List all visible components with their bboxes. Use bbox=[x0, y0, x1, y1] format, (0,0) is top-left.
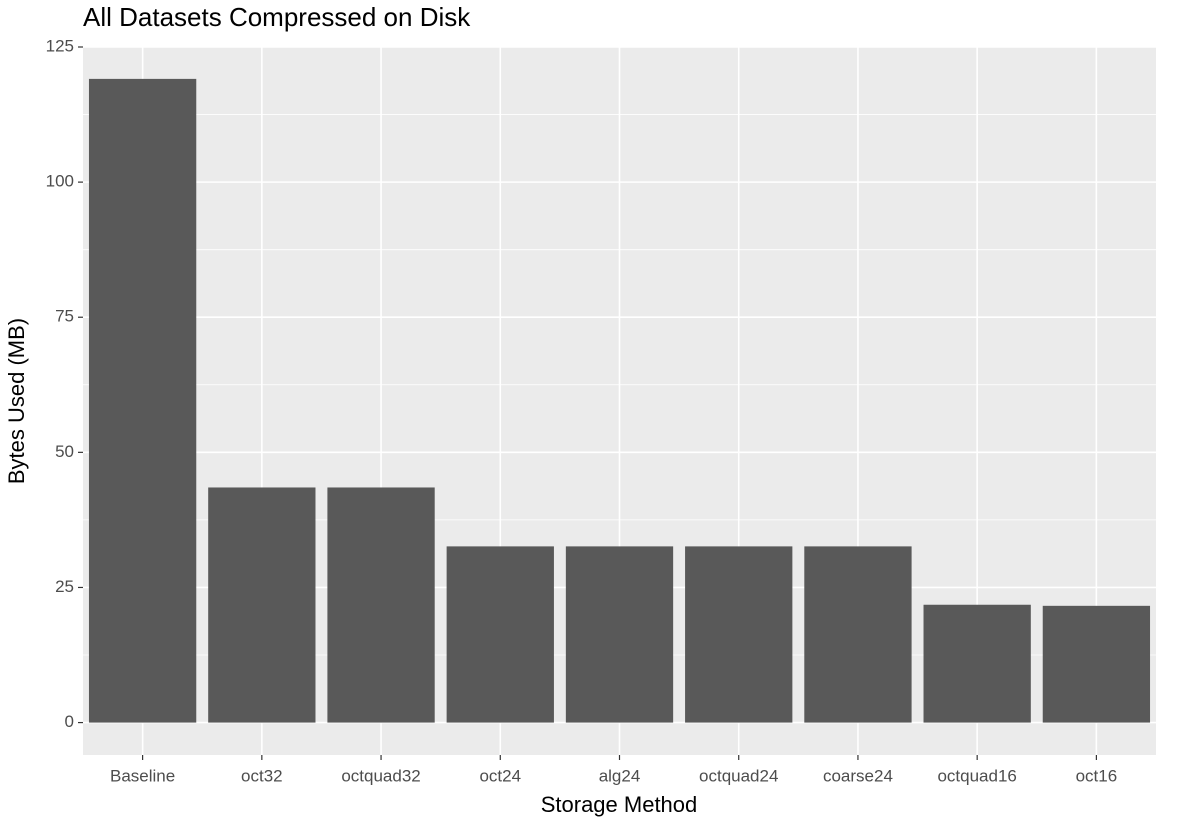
x-tick-label: octquad24 bbox=[699, 766, 778, 785]
x-tick-label: oct32 bbox=[241, 766, 283, 785]
y-tick-label: 25 bbox=[55, 577, 74, 596]
bar bbox=[1042, 605, 1151, 723]
y-tick-label: 100 bbox=[46, 172, 74, 191]
x-tick-label: octquad32 bbox=[341, 766, 420, 785]
y-tick-label: 0 bbox=[65, 712, 74, 731]
bar bbox=[446, 546, 554, 723]
chart-title: All Datasets Compressed on Disk bbox=[83, 2, 471, 32]
bar bbox=[208, 487, 316, 723]
x-tick-label: oct16 bbox=[1076, 766, 1118, 785]
x-tick-label: Baseline bbox=[110, 766, 175, 785]
x-axis-title: Storage Method bbox=[541, 792, 698, 817]
bar bbox=[685, 546, 793, 723]
bar bbox=[804, 546, 912, 723]
y-tick-label: 75 bbox=[55, 307, 74, 326]
x-tick-label: octquad16 bbox=[937, 766, 1016, 785]
bar bbox=[923, 604, 1031, 723]
x-tick-label: coarse24 bbox=[823, 766, 893, 785]
y-tick-label: 50 bbox=[55, 442, 74, 461]
bar bbox=[327, 487, 435, 723]
y-tick-label: 125 bbox=[46, 36, 74, 55]
bar bbox=[88, 78, 197, 723]
x-tick-label: alg24 bbox=[599, 766, 641, 785]
y-axis-title: Bytes Used (MB) bbox=[4, 318, 29, 484]
x-tick-label: oct24 bbox=[479, 766, 521, 785]
bar bbox=[565, 546, 674, 723]
